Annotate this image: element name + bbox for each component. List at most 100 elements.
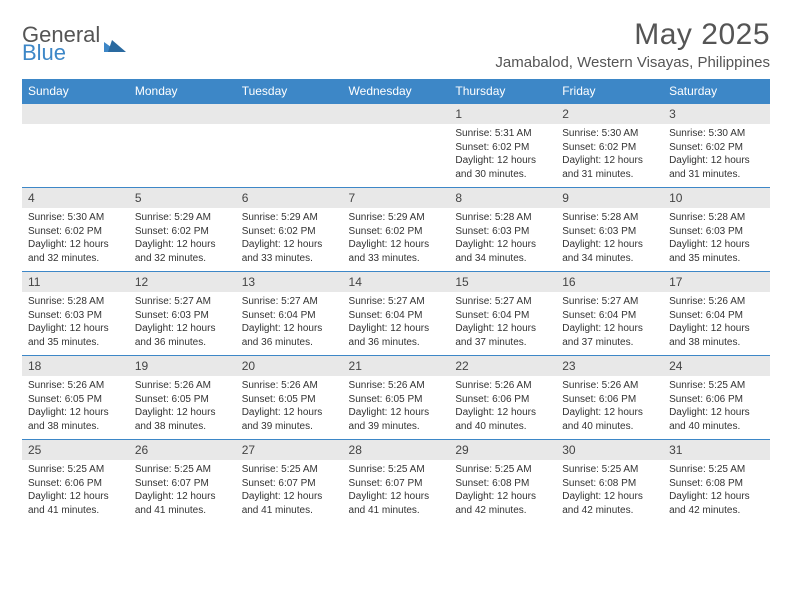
empty-day-number <box>129 104 236 125</box>
sunrise-line: Sunrise: 5:25 AM <box>242 463 337 477</box>
day-content: Sunrise: 5:27 AMSunset: 6:04 PMDaylight:… <box>343 292 450 356</box>
daylight-line: Daylight: 12 hours and 34 minutes. <box>562 238 657 265</box>
weekday-header: Sunday <box>22 79 129 104</box>
sunset-line: Sunset: 6:08 PM <box>455 477 550 491</box>
day-content-row: Sunrise: 5:26 AMSunset: 6:05 PMDaylight:… <box>22 376 770 440</box>
sunrise-line: Sunrise: 5:25 AM <box>669 379 764 393</box>
daylight-line: Daylight: 12 hours and 37 minutes. <box>455 322 550 349</box>
sunset-line: Sunset: 6:04 PM <box>455 309 550 323</box>
brand-logo: General Blue <box>22 18 126 64</box>
day-content: Sunrise: 5:30 AMSunset: 6:02 PMDaylight:… <box>22 208 129 272</box>
day-number: 23 <box>556 356 663 377</box>
daylight-line: Daylight: 12 hours and 41 minutes. <box>135 490 230 517</box>
sunset-line: Sunset: 6:07 PM <box>349 477 444 491</box>
daylight-line: Daylight: 12 hours and 31 minutes. <box>562 154 657 181</box>
day-number: 2 <box>556 104 663 125</box>
daylight-line: Daylight: 12 hours and 38 minutes. <box>135 406 230 433</box>
day-number: 20 <box>236 356 343 377</box>
day-content: Sunrise: 5:27 AMSunset: 6:04 PMDaylight:… <box>556 292 663 356</box>
day-content: Sunrise: 5:26 AMSunset: 6:04 PMDaylight:… <box>663 292 770 356</box>
sunset-line: Sunset: 6:07 PM <box>242 477 337 491</box>
daylight-line: Daylight: 12 hours and 36 minutes. <box>242 322 337 349</box>
day-content: Sunrise: 5:28 AMSunset: 6:03 PMDaylight:… <box>449 208 556 272</box>
day-content: Sunrise: 5:28 AMSunset: 6:03 PMDaylight:… <box>556 208 663 272</box>
day-number: 12 <box>129 272 236 293</box>
sunrise-line: Sunrise: 5:26 AM <box>669 295 764 309</box>
day-content: Sunrise: 5:26 AMSunset: 6:06 PMDaylight:… <box>449 376 556 440</box>
day-content: Sunrise: 5:25 AMSunset: 6:07 PMDaylight:… <box>236 460 343 523</box>
sunrise-line: Sunrise: 5:26 AM <box>455 379 550 393</box>
day-number: 29 <box>449 440 556 461</box>
sunset-line: Sunset: 6:02 PM <box>242 225 337 239</box>
day-number: 19 <box>129 356 236 377</box>
daylight-line: Daylight: 12 hours and 35 minutes. <box>669 238 764 265</box>
sunrise-line: Sunrise: 5:25 AM <box>135 463 230 477</box>
sunset-line: Sunset: 6:03 PM <box>669 225 764 239</box>
daylight-line: Daylight: 12 hours and 36 minutes. <box>135 322 230 349</box>
day-content-row: Sunrise: 5:25 AMSunset: 6:06 PMDaylight:… <box>22 460 770 523</box>
day-number: 17 <box>663 272 770 293</box>
day-number: 28 <box>343 440 450 461</box>
daylight-line: Daylight: 12 hours and 33 minutes. <box>242 238 337 265</box>
day-content: Sunrise: 5:27 AMSunset: 6:04 PMDaylight:… <box>236 292 343 356</box>
calendar-body: 123Sunrise: 5:31 AMSunset: 6:02 PMDaylig… <box>22 104 770 524</box>
sunset-line: Sunset: 6:06 PM <box>28 477 123 491</box>
day-content: Sunrise: 5:31 AMSunset: 6:02 PMDaylight:… <box>449 124 556 188</box>
daylight-line: Daylight: 12 hours and 34 minutes. <box>455 238 550 265</box>
sunrise-line: Sunrise: 5:30 AM <box>669 127 764 141</box>
sunrise-line: Sunrise: 5:28 AM <box>28 295 123 309</box>
daylight-line: Daylight: 12 hours and 41 minutes. <box>28 490 123 517</box>
sunset-line: Sunset: 6:04 PM <box>349 309 444 323</box>
day-number: 18 <box>22 356 129 377</box>
sunrise-line: Sunrise: 5:25 AM <box>455 463 550 477</box>
empty-day-content <box>129 124 236 188</box>
month-title: May 2025 <box>495 18 770 52</box>
calendar-table: SundayMondayTuesdayWednesdayThursdayFrid… <box>22 79 770 523</box>
day-content: Sunrise: 5:25 AMSunset: 6:06 PMDaylight:… <box>22 460 129 523</box>
day-number: 25 <box>22 440 129 461</box>
day-content-row: Sunrise: 5:28 AMSunset: 6:03 PMDaylight:… <box>22 292 770 356</box>
daylight-line: Daylight: 12 hours and 31 minutes. <box>669 154 764 181</box>
day-content: Sunrise: 5:25 AMSunset: 6:08 PMDaylight:… <box>449 460 556 523</box>
weekday-header: Tuesday <box>236 79 343 104</box>
location-text: Jamabalod, Western Visayas, Philippines <box>495 54 770 71</box>
sunrise-line: Sunrise: 5:26 AM <box>349 379 444 393</box>
day-content: Sunrise: 5:29 AMSunset: 6:02 PMDaylight:… <box>343 208 450 272</box>
day-content: Sunrise: 5:28 AMSunset: 6:03 PMDaylight:… <box>663 208 770 272</box>
day-number: 30 <box>556 440 663 461</box>
sunrise-line: Sunrise: 5:28 AM <box>562 211 657 225</box>
day-number: 24 <box>663 356 770 377</box>
sunset-line: Sunset: 6:02 PM <box>135 225 230 239</box>
day-content: Sunrise: 5:26 AMSunset: 6:05 PMDaylight:… <box>22 376 129 440</box>
sunrise-line: Sunrise: 5:25 AM <box>349 463 444 477</box>
day-number: 6 <box>236 188 343 209</box>
daylight-line: Daylight: 12 hours and 35 minutes. <box>28 322 123 349</box>
sunset-line: Sunset: 6:03 PM <box>562 225 657 239</box>
empty-day-number <box>236 104 343 125</box>
sunset-line: Sunset: 6:07 PM <box>135 477 230 491</box>
day-number: 15 <box>449 272 556 293</box>
day-content: Sunrise: 5:27 AMSunset: 6:04 PMDaylight:… <box>449 292 556 356</box>
sunrise-line: Sunrise: 5:27 AM <box>349 295 444 309</box>
day-content: Sunrise: 5:25 AMSunset: 6:06 PMDaylight:… <box>663 376 770 440</box>
day-content: Sunrise: 5:26 AMSunset: 6:06 PMDaylight:… <box>556 376 663 440</box>
sunrise-line: Sunrise: 5:28 AM <box>669 211 764 225</box>
sunset-line: Sunset: 6:02 PM <box>669 141 764 155</box>
sunset-line: Sunset: 6:05 PM <box>28 393 123 407</box>
weekday-header: Thursday <box>449 79 556 104</box>
day-content: Sunrise: 5:25 AMSunset: 6:08 PMDaylight:… <box>556 460 663 523</box>
sunrise-line: Sunrise: 5:30 AM <box>562 127 657 141</box>
weekday-header: Friday <box>556 79 663 104</box>
sunset-line: Sunset: 6:06 PM <box>669 393 764 407</box>
daylight-line: Daylight: 12 hours and 40 minutes. <box>562 406 657 433</box>
sunset-line: Sunset: 6:06 PM <box>562 393 657 407</box>
day-content: Sunrise: 5:29 AMSunset: 6:02 PMDaylight:… <box>129 208 236 272</box>
daylight-line: Daylight: 12 hours and 41 minutes. <box>349 490 444 517</box>
day-number-row: 11121314151617 <box>22 272 770 293</box>
sunset-line: Sunset: 6:05 PM <box>135 393 230 407</box>
empty-day-content <box>22 124 129 188</box>
daylight-line: Daylight: 12 hours and 39 minutes. <box>349 406 444 433</box>
empty-day-content <box>343 124 450 188</box>
sunrise-line: Sunrise: 5:29 AM <box>242 211 337 225</box>
daylight-line: Daylight: 12 hours and 36 minutes. <box>349 322 444 349</box>
